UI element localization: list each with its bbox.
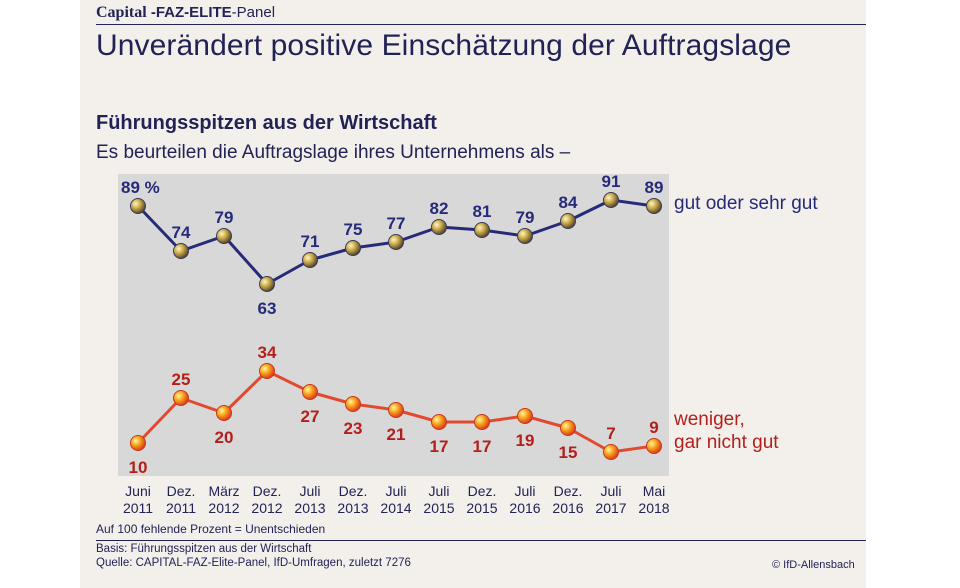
data-label-good-7: 82 bbox=[430, 199, 449, 218]
data-point-bad-2 bbox=[216, 405, 232, 421]
x-tick-month-12: Mai bbox=[643, 483, 666, 499]
x-tick-month-0: Juni bbox=[125, 483, 151, 499]
data-point-bad-6 bbox=[388, 402, 404, 418]
data-label-bad-1: 25 bbox=[172, 370, 191, 389]
brand-capital: Capital bbox=[96, 4, 147, 21]
x-tick-year-0: 2011 bbox=[123, 500, 153, 516]
chart-subtitle: Führungsspitzen aus der Wirtschaft bbox=[96, 112, 437, 134]
data-point-good-4 bbox=[302, 252, 318, 268]
brand-dash: - bbox=[146, 4, 156, 21]
data-point-good-2 bbox=[216, 228, 232, 244]
data-label-bad-0: 10 bbox=[129, 458, 148, 477]
data-label-bad-11: 7 bbox=[606, 424, 615, 443]
data-label-bad-6: 21 bbox=[387, 425, 406, 444]
data-point-bad-0 bbox=[130, 435, 146, 451]
data-label-good-4: 71 bbox=[301, 232, 320, 251]
data-point-good-5 bbox=[345, 240, 361, 256]
data-point-good-6 bbox=[388, 234, 404, 250]
data-label-good-0: 89 % bbox=[121, 178, 160, 197]
data-point-good-1 bbox=[173, 243, 189, 259]
header-divider bbox=[96, 24, 866, 25]
data-label-good-1: 74 bbox=[172, 223, 191, 242]
data-label-bad-9: 19 bbox=[516, 431, 535, 450]
data-label-good-6: 77 bbox=[387, 214, 406, 233]
x-tick-month-4: Juli bbox=[299, 483, 320, 499]
data-point-bad-3 bbox=[259, 363, 275, 379]
data-label-bad-4: 27 bbox=[301, 407, 320, 426]
footer-copyright: © IfD-Allensbach bbox=[772, 559, 855, 571]
data-label-good-10: 84 bbox=[559, 193, 578, 212]
data-label-good-12: 89 bbox=[645, 178, 664, 197]
plot-background bbox=[118, 174, 669, 476]
data-point-good-12 bbox=[646, 198, 662, 214]
data-label-bad-7: 17 bbox=[430, 437, 449, 456]
x-tick-year-5: 2013 bbox=[337, 500, 368, 516]
x-tick-year-12: 2018 bbox=[638, 500, 669, 516]
page-title: Unverändert positive Einschätzung der Au… bbox=[96, 29, 792, 62]
footnote-undecided: Auf 100 fehlende Prozent = Unentschieden bbox=[96, 522, 326, 536]
data-label-good-5: 75 bbox=[344, 220, 363, 239]
x-tick-year-8: 2015 bbox=[466, 500, 497, 516]
data-point-bad-9 bbox=[517, 408, 533, 424]
data-point-bad-8 bbox=[474, 414, 490, 430]
x-tick-month-9: Juli bbox=[514, 483, 535, 499]
footer-divider bbox=[96, 540, 866, 541]
data-point-bad-11 bbox=[603, 444, 619, 460]
data-label-bad-12: 9 bbox=[649, 418, 658, 437]
data-point-good-0 bbox=[130, 198, 146, 214]
x-tick-year-10: 2016 bbox=[552, 500, 583, 516]
x-tick-month-8: Dez. bbox=[468, 483, 497, 499]
x-tick-year-6: 2014 bbox=[380, 500, 411, 516]
x-tick-month-1: Dez. bbox=[167, 483, 196, 499]
x-tick-month-2: März bbox=[208, 483, 239, 499]
x-tick-year-3: 2012 bbox=[251, 500, 282, 516]
x-tick-month-5: Dez. bbox=[339, 483, 368, 499]
data-label-bad-10: 15 bbox=[559, 443, 578, 462]
data-point-bad-10 bbox=[560, 420, 576, 436]
x-tick-year-4: 2013 bbox=[294, 500, 325, 516]
data-point-good-10 bbox=[560, 213, 576, 229]
data-label-good-11: 91 bbox=[602, 172, 621, 191]
brand-panel: -Panel bbox=[231, 4, 276, 21]
data-point-bad-7 bbox=[431, 414, 447, 430]
data-point-good-11 bbox=[603, 192, 619, 208]
data-point-good-7 bbox=[431, 219, 447, 235]
brand-logo: Capital -FAZ-ELITE-Panel bbox=[96, 4, 275, 22]
x-tick-month-6: Juli bbox=[385, 483, 406, 499]
footer-basis: Basis: Führungsspitzen aus der Wirtschaf… bbox=[96, 543, 312, 555]
x-tick-year-11: 2017 bbox=[595, 500, 626, 516]
x-tick-month-3: Dez. bbox=[253, 483, 282, 499]
data-label-good-9: 79 bbox=[516, 208, 535, 227]
legend-bad-line2: gar nicht gut bbox=[674, 432, 779, 453]
x-tick-month-11: Juli bbox=[600, 483, 621, 499]
data-point-bad-12 bbox=[646, 438, 662, 454]
data-label-bad-2: 20 bbox=[215, 428, 234, 447]
data-label-bad-8: 17 bbox=[473, 437, 492, 456]
x-tick-month-7: Juli bbox=[428, 483, 449, 499]
legend-good: gut oder sehr gut bbox=[674, 193, 818, 214]
x-tick-year-2: 2012 bbox=[208, 500, 239, 516]
x-tick-year-9: 2016 bbox=[509, 500, 540, 516]
x-tick-month-10: Dez. bbox=[554, 483, 583, 499]
data-label-bad-5: 23 bbox=[344, 419, 363, 438]
data-point-good-8 bbox=[474, 222, 490, 238]
data-label-good-8: 81 bbox=[473, 202, 492, 221]
data-point-bad-1 bbox=[173, 390, 189, 406]
survey-question: Es beurteilen die Auftragslage ihres Unt… bbox=[96, 142, 571, 163]
x-tick-year-7: 2015 bbox=[423, 500, 454, 516]
footer-source: Quelle: CAPITAL-FAZ-Elite-Panel, IfD-Umf… bbox=[96, 557, 411, 569]
data-label-good-3: 63 bbox=[258, 299, 277, 318]
data-point-bad-4 bbox=[302, 384, 318, 400]
data-point-bad-5 bbox=[345, 396, 361, 412]
x-tick-year-1: 2011 bbox=[166, 500, 196, 516]
data-label-good-2: 79 bbox=[215, 208, 234, 227]
data-label-bad-3: 34 bbox=[258, 343, 277, 362]
data-point-good-3 bbox=[259, 276, 275, 292]
brand-faz-elite: FAZ-ELITE bbox=[155, 4, 232, 21]
data-point-good-9 bbox=[517, 228, 533, 244]
legend-bad-line1: weniger, bbox=[673, 409, 745, 430]
